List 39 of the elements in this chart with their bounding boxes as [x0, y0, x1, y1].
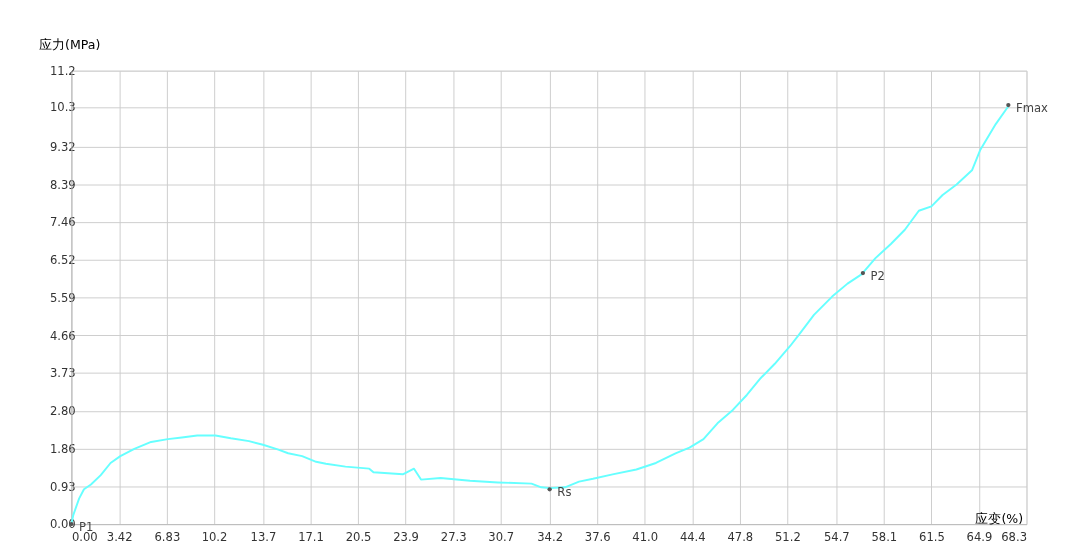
- x-tick-label: 0.00: [71, 530, 98, 545]
- x-tick-label: 47.8: [727, 530, 754, 545]
- x-tick-label: 37.6: [584, 530, 611, 545]
- y-tick-label: 0.93: [49, 479, 76, 494]
- y-tick-label: 0.00: [49, 517, 76, 532]
- x-tick-label: 23.9: [393, 530, 419, 545]
- x-tick-label: 51.2: [774, 530, 801, 545]
- x-tick-label: 34.2: [537, 530, 564, 545]
- x-tick-label: 41.0: [632, 530, 659, 545]
- y-tick-label: 1.86: [49, 442, 76, 457]
- x-tick-label: 27.3: [440, 530, 467, 545]
- x-tick-label: 54.7: [823, 530, 850, 545]
- y-tick-label: 5.59: [49, 291, 76, 306]
- x-tick-label: 64.9: [966, 530, 993, 545]
- x-tick-label: 20.5: [345, 530, 372, 545]
- y-tick-label: 2.80: [49, 404, 76, 419]
- y-tick-label: 11.2: [49, 64, 76, 79]
- x-tick-label: 68.3: [1001, 530, 1027, 545]
- x-tick-label: 30.7: [488, 530, 515, 545]
- x-tick-label: 61.5: [919, 530, 945, 545]
- x-tick-label: 13.7: [250, 530, 277, 545]
- annotation: Rs: [557, 485, 572, 500]
- y-tick-label: 6.52: [49, 253, 76, 268]
- y-tick-label: 3.73: [49, 366, 76, 381]
- y-tick-label: 8.39: [49, 177, 76, 192]
- y-tick-label: 4.66: [49, 328, 76, 343]
- x-tick-label: 44.4: [679, 530, 706, 545]
- x-tick-label: 17.1: [298, 530, 324, 545]
- annotation: Fmax: [1016, 100, 1049, 115]
- y-tick-label: 10.3: [49, 100, 76, 115]
- x-tick-label: 6.83: [154, 530, 181, 545]
- x-tick-label: 10.2: [201, 530, 228, 545]
- y-tick-label: 9.32: [49, 140, 76, 155]
- y-tick-label: 7.46: [49, 215, 76, 230]
- x-axis-title: 应变(%): [975, 510, 1024, 526]
- annotation: P2: [870, 268, 885, 283]
- y-axis-title: 应力(MPa): [39, 36, 101, 52]
- x-tick-label: 58.1: [871, 530, 898, 545]
- x-tick-label: 3.42: [106, 530, 133, 545]
